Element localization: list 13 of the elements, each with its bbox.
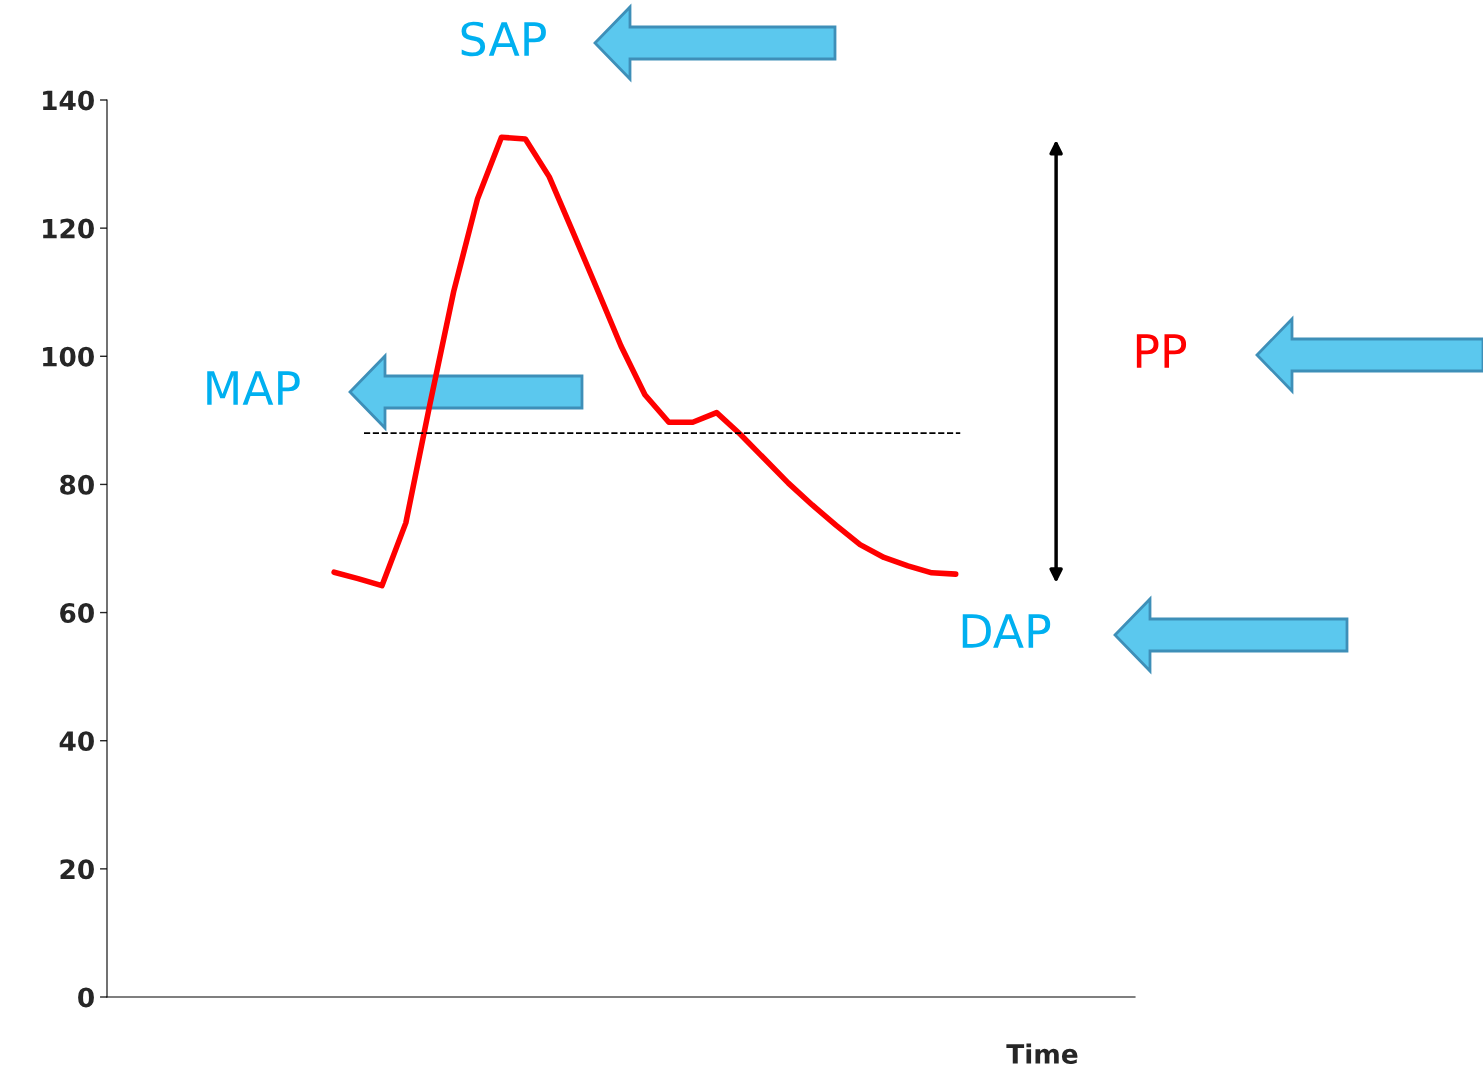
annotation: DAP — [962, 614, 1051, 648]
annotation: MAP — [207, 371, 300, 405]
y-tick-label: 120 — [43, 218, 94, 239]
text: SAP — [461, 21, 546, 57]
y-tick-label: 60 — [60, 603, 94, 623]
y-tick-label: 0 — [78, 987, 94, 1008]
text: PP — [1136, 334, 1187, 368]
y-tick-label: 100 — [43, 346, 94, 367]
y-tick-label: 40 — [59, 731, 94, 752]
y-tick-label: 80 — [60, 474, 94, 495]
x-axis-title: Time — [1006, 1043, 1078, 1064]
y-tick-label: 20 — [60, 859, 94, 880]
y-tick-label: 140 — [43, 90, 94, 111]
